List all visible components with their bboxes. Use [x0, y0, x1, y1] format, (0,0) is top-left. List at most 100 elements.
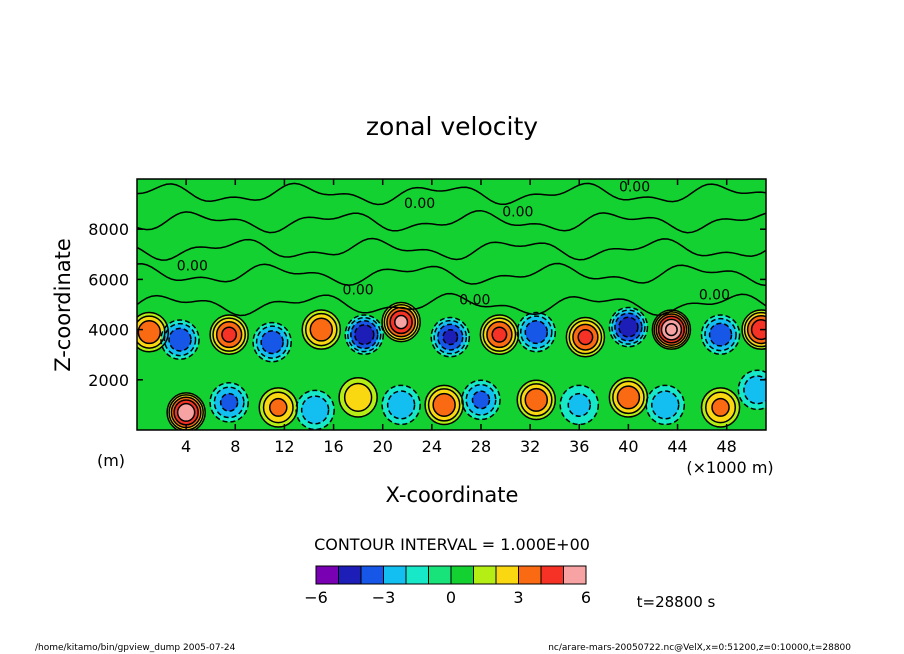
field-level-band [310, 318, 333, 341]
contour-line [651, 309, 692, 350]
contour-line [660, 318, 683, 341]
colorbar-tick-label: −3 [372, 588, 396, 607]
contour-line [215, 321, 243, 349]
anomaly-cell [461, 380, 501, 420]
contour-line [750, 319, 766, 341]
field-level-band [269, 398, 287, 417]
footer-right: nc/arare-mars-20050722.nc@VelX,x=0:51200… [548, 643, 851, 653]
colorbar-tick-label: −6 [304, 588, 328, 607]
contour-label: 0.00 [699, 287, 730, 303]
colorbar-swatch [518, 565, 542, 585]
contour-labels: 0.00 0.00 0.00 0.00 0.00 0.00 0.00 [177, 180, 730, 309]
field-level-band [525, 388, 548, 412]
contour-line [389, 310, 413, 335]
contour-line [338, 377, 378, 418]
field-level-band [387, 391, 415, 419]
contour-line [432, 392, 456, 417]
x-tick-label: 48 [717, 437, 737, 456]
contour-label: 0.00 [619, 180, 650, 196]
colorbar-swatch [563, 565, 587, 585]
contour-line [269, 397, 288, 417]
x-axis-label: X-coordinate [386, 483, 519, 507]
colorbar-swatch [495, 565, 519, 585]
colorbar-ticks: −6 −3 0 3 6 [304, 588, 591, 607]
contour-line [219, 392, 239, 412]
contour-line [471, 390, 491, 410]
field-level-band [617, 386, 640, 409]
contour-line [657, 315, 685, 344]
contour-line [437, 323, 464, 351]
contour-line [486, 321, 513, 349]
colorbar-swatch [360, 565, 384, 585]
zero-contour [137, 262, 766, 287]
contour-line [137, 315, 166, 349]
anomaly-cell [566, 317, 605, 357]
contour-lines [137, 182, 766, 430]
anomaly-cell [560, 385, 599, 425]
anomaly-cell [210, 315, 249, 355]
contour-line [262, 391, 294, 424]
y-axis-label: Z-coordinate [51, 238, 75, 372]
x-unit-right: (×1000 m) [686, 458, 773, 477]
field-level-band [221, 327, 237, 343]
x-tick-label: 8 [230, 437, 240, 456]
x-tick-label: 36 [569, 437, 589, 456]
x-tick-label: 4 [181, 437, 191, 456]
contour-line [616, 385, 641, 410]
field-level-band [525, 320, 548, 344]
contour-line [737, 369, 766, 411]
field-level-band [394, 315, 408, 329]
colorbar-swatch [338, 565, 362, 585]
field-level-band [177, 403, 195, 422]
y-axis-ticks: 2000 4000 6000 8000 [88, 220, 766, 390]
contour-line [176, 402, 196, 422]
contour-label: 0.00 [177, 259, 208, 275]
colorbar-swatch [473, 565, 497, 585]
zero-contour [137, 292, 766, 317]
contour-line [711, 397, 730, 417]
colorbar-tick-label: 6 [581, 588, 591, 607]
field-level-band [665, 323, 678, 336]
anomaly-cell [210, 382, 249, 422]
contour-line [386, 390, 416, 420]
contour-line [524, 387, 549, 412]
contour-line [168, 327, 192, 352]
contour-label: 0.00 [343, 282, 374, 298]
contour-line [708, 322, 733, 347]
field-level-band [578, 329, 593, 345]
field-level-band [169, 328, 191, 351]
x-tick-label: 20 [373, 437, 393, 456]
field-level-band [568, 393, 591, 417]
x-axis-ticks: 4 8 12 16 20 24 28 32 36 40 44 48 [181, 179, 737, 456]
contour-line [258, 387, 299, 428]
x-tick-label: 12 [274, 437, 294, 456]
anomaly-cell [480, 315, 519, 355]
contour-line [295, 389, 335, 430]
contour-line [611, 309, 646, 345]
contour-line [301, 309, 342, 350]
field-level-band [709, 323, 732, 346]
contour-line [618, 316, 639, 338]
contour-line [350, 320, 379, 350]
contour-line [743, 311, 766, 348]
contour-line [424, 384, 464, 426]
contour-line [137, 320, 162, 345]
contour-line [491, 326, 508, 343]
contour-line [700, 387, 741, 428]
zero-contour [137, 237, 766, 261]
contour-line [381, 301, 421, 343]
x-tick-label: 44 [667, 437, 687, 456]
field-level-band [751, 319, 766, 340]
colorbar-swatch [540, 565, 564, 585]
contour-line [614, 312, 643, 342]
contour-line [252, 321, 292, 363]
x-unit-left: (m) [97, 451, 125, 470]
contour-line [160, 319, 200, 360]
contour-label: 0.00 [404, 196, 435, 212]
contour-line [572, 323, 599, 351]
chart-title: zonal velocity [366, 112, 538, 141]
contour-line [568, 319, 603, 355]
contour-line [482, 317, 517, 352]
field-level-band [344, 383, 372, 412]
